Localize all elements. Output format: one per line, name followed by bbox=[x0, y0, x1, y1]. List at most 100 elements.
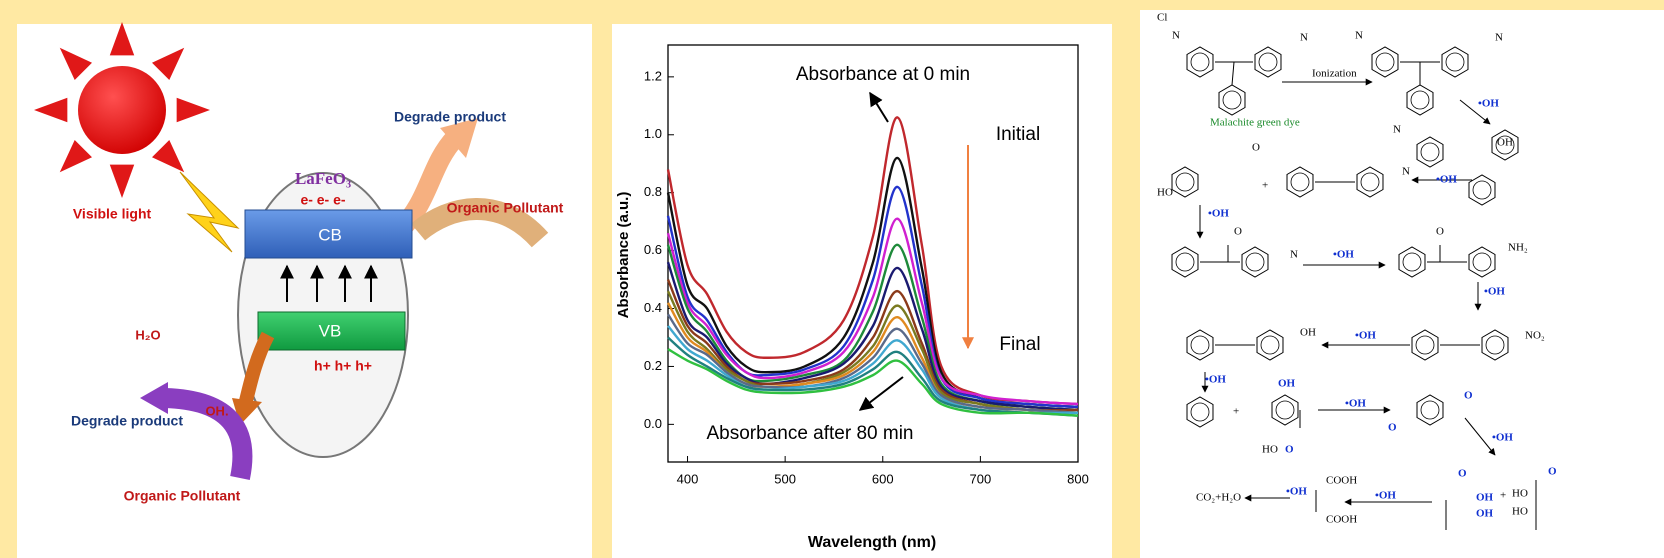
spectrum-line bbox=[667, 336, 1079, 417]
benzene-ring bbox=[1468, 174, 1496, 206]
sun bbox=[78, 66, 166, 154]
benzene-ring bbox=[1398, 246, 1426, 278]
vb-label: VB bbox=[319, 321, 342, 340]
benzene-ring bbox=[1186, 396, 1214, 428]
holes: h+ h+ h+ bbox=[314, 358, 372, 374]
product-label: Degrade product bbox=[394, 109, 506, 125]
water-label: H₂O bbox=[135, 327, 160, 342]
pollutant-label: Organic Pollutant bbox=[124, 488, 241, 504]
aromatic-circle bbox=[1472, 180, 1492, 200]
conduction-band bbox=[244, 209, 413, 259]
dye-name: Malachite green dye bbox=[1210, 117, 1300, 129]
aromatic-circle bbox=[1190, 52, 1210, 72]
electrons: e- e- e- bbox=[300, 192, 345, 208]
arrow-head bbox=[140, 382, 168, 414]
atom: O bbox=[1458, 468, 1467, 480]
reaction-step: Ionization bbox=[1312, 68, 1357, 80]
atom: NH₂ bbox=[1508, 242, 1528, 254]
benzene-ring bbox=[1171, 246, 1199, 278]
radical: •OH bbox=[1436, 174, 1457, 186]
atom: HO bbox=[1512, 488, 1528, 500]
atom: OH bbox=[1278, 378, 1296, 390]
mechanism-panel: LaFeO₃ e- e- e- CB VB h+ h+ h+ Visible l… bbox=[17, 22, 592, 558]
sun-ray bbox=[59, 140, 92, 173]
absorbance-chart: Wavelength (nm) Absorbance (a.u.) Absorb… bbox=[615, 44, 1089, 551]
scheme-labels: Cl N N N N Ionization Malachite green dy… bbox=[1157, 12, 1557, 526]
aromatic-circle bbox=[1485, 335, 1505, 355]
radical: •OH bbox=[1484, 286, 1505, 298]
annotation: Final bbox=[999, 334, 1040, 355]
aromatic-circle bbox=[1415, 335, 1435, 355]
x-tick-label: 700 bbox=[970, 471, 992, 486]
benzene-ring bbox=[1416, 394, 1444, 426]
panel-background bbox=[612, 24, 1112, 558]
atom: N bbox=[1402, 166, 1410, 178]
benzene-ring bbox=[1411, 329, 1439, 361]
aromatic-circle bbox=[1472, 252, 1492, 272]
reaction-scheme bbox=[1171, 46, 1537, 530]
atom: O bbox=[1252, 142, 1260, 154]
spectrum-line bbox=[666, 116, 1079, 406]
aromatic-circle bbox=[1245, 252, 1265, 272]
y-axis-label: Absorbance (a.u.) bbox=[615, 192, 632, 319]
valence-band bbox=[257, 311, 406, 351]
sun-rays bbox=[34, 22, 210, 198]
atom: N bbox=[1172, 30, 1180, 42]
aromatic-circle bbox=[1175, 252, 1195, 272]
sun-ray bbox=[152, 47, 185, 80]
y-tick-label: 0.8 bbox=[644, 184, 662, 199]
pointer-arrow bbox=[869, 91, 889, 123]
sun-ray bbox=[109, 164, 135, 198]
benzene-ring bbox=[1481, 329, 1509, 361]
aromatic-circle bbox=[1275, 400, 1295, 420]
benzene-ring bbox=[1241, 246, 1269, 278]
aromatic-circle bbox=[1190, 402, 1210, 422]
radical: •OH bbox=[1492, 432, 1513, 444]
spectrum-line bbox=[666, 217, 1079, 406]
radical: •OH bbox=[1478, 98, 1499, 110]
benzene-ring bbox=[1356, 166, 1384, 198]
pollutant-label: Organic Pollutant bbox=[447, 200, 564, 216]
aromatic-circle bbox=[1420, 142, 1440, 162]
panel-background bbox=[1140, 10, 1664, 558]
x-tick-label: 500 bbox=[774, 471, 796, 486]
benzene-ring bbox=[1186, 46, 1214, 78]
light-label: Visible light bbox=[73, 206, 152, 222]
aromatic-circle bbox=[1375, 52, 1395, 72]
arrow-pollutant bbox=[410, 198, 549, 248]
atom: Cl bbox=[1157, 12, 1167, 24]
atom: O bbox=[1388, 422, 1397, 434]
atom: HO bbox=[1262, 444, 1278, 456]
group: COOH bbox=[1326, 475, 1357, 487]
benzene-ring bbox=[1371, 46, 1399, 78]
plus: + bbox=[1500, 490, 1506, 502]
spectrum-line bbox=[666, 290, 1079, 414]
bond bbox=[1231, 61, 1235, 86]
benzene-ring bbox=[1256, 329, 1284, 361]
benzene-ring bbox=[1416, 136, 1444, 168]
benzene-ring bbox=[1171, 166, 1199, 198]
aromatic-circle bbox=[1445, 52, 1465, 72]
radical: •OH bbox=[1375, 490, 1396, 502]
excitation-arrows bbox=[280, 264, 378, 302]
group: COOH bbox=[1326, 514, 1357, 526]
pointer-arrow bbox=[858, 376, 904, 411]
aromatic-circle bbox=[1420, 400, 1440, 420]
benzene-ring bbox=[1286, 166, 1314, 198]
aromatic-circle bbox=[1290, 172, 1310, 192]
catalyst-label: LaFeO₃ bbox=[295, 169, 351, 188]
reaction-arrows bbox=[1196, 78, 1496, 506]
plus: + bbox=[1233, 406, 1239, 418]
y-tick-label: 0.6 bbox=[644, 242, 662, 257]
aromatic-circle bbox=[1258, 52, 1278, 72]
radical: •OH bbox=[1286, 486, 1307, 498]
atom: N bbox=[1290, 249, 1298, 261]
benzene-ring bbox=[1254, 46, 1282, 78]
atom: OH bbox=[1476, 492, 1494, 504]
radical: •OH bbox=[1333, 249, 1354, 261]
spectrum-line bbox=[666, 313, 1079, 414]
atom: OH bbox=[1300, 327, 1316, 339]
benzene-ring bbox=[1271, 394, 1299, 426]
product: CO₂+H₂O bbox=[1196, 492, 1241, 504]
